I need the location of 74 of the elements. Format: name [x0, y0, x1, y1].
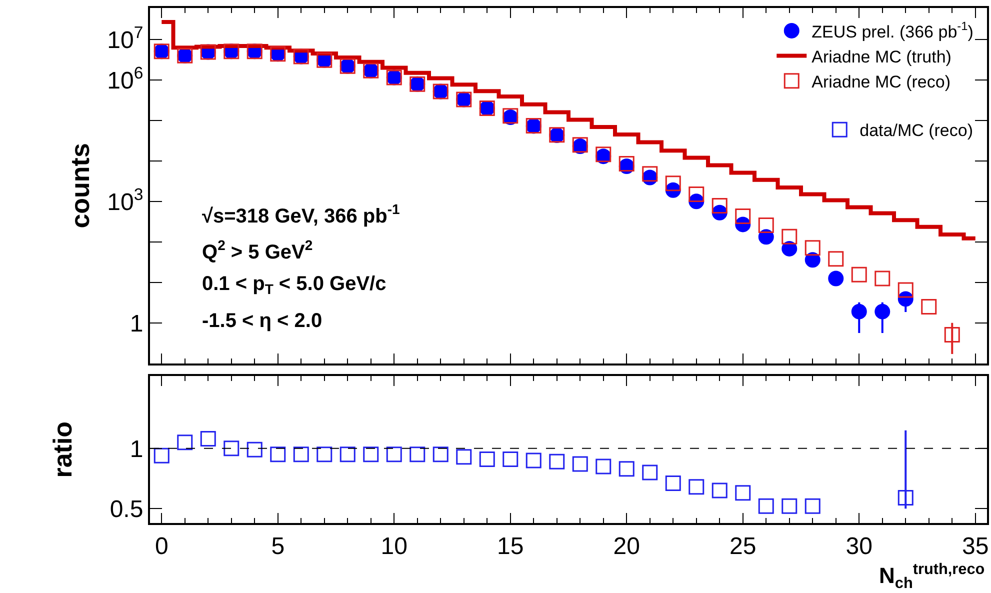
point: [735, 208, 751, 224]
annotation: -1.5 < η < 2.0: [202, 310, 322, 332]
x-tick-label: 25: [730, 532, 756, 560]
y-tick-label: 10$^{7}$: [107, 22, 144, 54]
point: [340, 446, 356, 462]
point: [224, 440, 240, 456]
x-tick-label: 30: [846, 532, 872, 560]
legend-label: ZEUS prel. (366 pb$^{-1}$): [812, 19, 974, 42]
point: [758, 498, 774, 514]
point: [851, 266, 867, 282]
point: [200, 431, 216, 447]
point: [758, 218, 774, 234]
point: [386, 446, 402, 462]
point: [526, 452, 542, 468]
point: [293, 446, 309, 462]
point: [758, 229, 774, 245]
y-tick-label: 1: [130, 310, 144, 338]
point: [874, 270, 890, 286]
point: [270, 446, 286, 462]
y-axis-title: ratio: [48, 421, 78, 478]
point: [596, 458, 612, 474]
point: [804, 498, 820, 514]
y-tick-label: 10$^{6}$: [107, 63, 144, 94]
point: [898, 490, 914, 506]
y-tick-label: 1: [130, 436, 144, 463]
point: [712, 198, 728, 214]
point: [177, 434, 193, 450]
point: [479, 451, 495, 467]
x-tick-label: 35: [962, 532, 989, 560]
annotation: Q$^{2}$ > 5 GeV$^{2}$: [202, 237, 313, 264]
point: [804, 240, 820, 256]
x-tick-label: 20: [613, 532, 640, 560]
annotation: 0.1 < p$_{T}$ < 5.0 GeV/c: [202, 273, 386, 298]
point: [246, 442, 262, 458]
point: [154, 448, 170, 464]
point: [782, 240, 798, 256]
point: [735, 485, 751, 501]
annotation: √s=318 GeV, 366 pb$^{-1}$: [202, 201, 400, 228]
point: [874, 304, 890, 320]
point: [688, 186, 704, 202]
point: [688, 479, 704, 495]
point: [782, 228, 798, 244]
legend-label: Ariadne MC (reco): [812, 72, 951, 92]
point: [665, 176, 681, 192]
point: [316, 446, 332, 462]
point: [851, 304, 867, 320]
point: [921, 299, 937, 315]
point: [712, 482, 728, 498]
point: [944, 326, 960, 342]
point: [642, 166, 658, 182]
x-tick-label: 0: [154, 532, 168, 560]
point: [828, 270, 844, 286]
y-tick-label: 10$^{3}$: [107, 184, 144, 216]
point: [642, 464, 658, 480]
legend-label: data/MC (reco): [860, 121, 974, 140]
x-tick-label: 10: [380, 532, 408, 560]
x-tick-label: 5: [271, 532, 285, 560]
point: [549, 454, 565, 470]
point: [782, 498, 798, 514]
point: [828, 251, 844, 267]
point: [363, 446, 379, 462]
point: [410, 446, 426, 462]
point: [804, 252, 820, 268]
point: [456, 449, 472, 465]
y-axis-title: counts: [65, 143, 96, 228]
point: [432, 446, 448, 462]
point: [618, 461, 634, 477]
point: [572, 456, 588, 472]
point: [665, 476, 681, 492]
y-tick-label: 0.5: [110, 496, 144, 523]
point: [898, 282, 914, 298]
x-tick-label: 15: [497, 532, 524, 560]
point: [502, 451, 518, 467]
legend-label: Ariadne MC (truth): [812, 47, 952, 66]
